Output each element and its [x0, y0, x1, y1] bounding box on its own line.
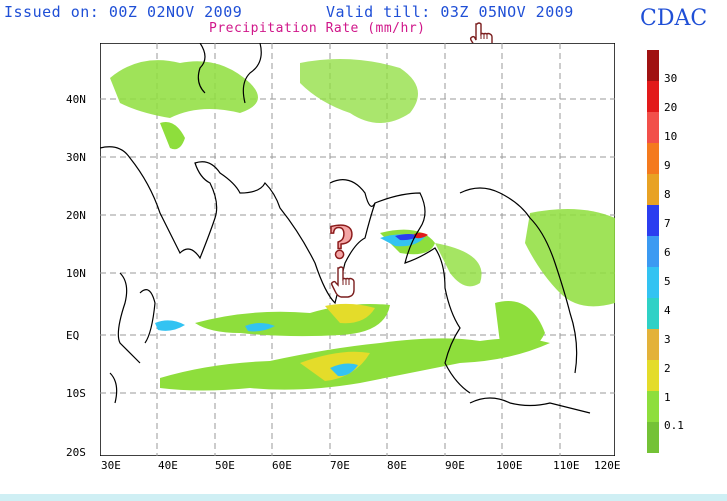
map-subtitle: Precipitation Rate (mm/hr) [209, 21, 426, 36]
colorbar-swatch [647, 422, 659, 453]
colorbar-swatch [647, 236, 659, 267]
precipitation-map [100, 43, 615, 456]
lon-label-110e: 110E [553, 459, 580, 472]
svg-text:?: ? [328, 218, 354, 269]
lon-label-70e: 70E [330, 459, 350, 472]
colorbar-label-20: 20 [664, 101, 678, 114]
colorbar-swatch [647, 143, 659, 174]
colorbar-swatch [647, 267, 659, 298]
colorbar-swatch [647, 174, 659, 205]
hand-pointer-icon[interactable] [330, 266, 358, 300]
lon-label-40e: 40E [158, 459, 178, 472]
colorbar-label-2: 2 [664, 362, 671, 375]
colorbar-swatch [647, 112, 659, 143]
colorbar-swatch [647, 81, 659, 112]
cdac-logo: CDAC [640, 6, 708, 31]
lat-label-eq: EQ [66, 329, 80, 342]
colorbar-label-0-1: 0.1 [664, 419, 684, 432]
lat-label-10n: 10N [66, 267, 86, 280]
colorbar-swatch [647, 391, 659, 422]
lon-label-90e: 90E [445, 459, 465, 472]
colorbar-swatch [647, 298, 659, 329]
colorbar-label-1: 1 [664, 391, 671, 404]
colorbar-swatch [647, 329, 659, 360]
colorbar-label-10: 10 [664, 130, 678, 143]
lon-label-30e: 30E [101, 459, 121, 472]
colorbar-swatch [647, 360, 659, 391]
colorbar-label-8: 8 [664, 188, 671, 201]
lon-label-120e: 120E [594, 459, 621, 472]
lon-label-80e: 80E [387, 459, 407, 472]
lon-label-60e: 60E [272, 459, 292, 472]
lon-label-100e: 100E [496, 459, 523, 472]
colorbar-label-9: 9 [664, 159, 671, 172]
colorbar-label-30: 30 [664, 72, 678, 85]
valid-till-label: Valid till: 03Z 05NOV 2009 [326, 3, 574, 21]
colorbar-swatch [647, 50, 659, 81]
lon-label-50e: 50E [215, 459, 235, 472]
colorbar-label-5: 5 [664, 275, 671, 288]
lat-label-20s: 20S [66, 446, 86, 459]
colorbar-swatch [647, 205, 659, 236]
issued-on-label: Issued on: 00Z 02NOV 2009 [4, 3, 243, 21]
lat-label-10s: 10S [66, 387, 86, 400]
precipitation-field [110, 59, 615, 391]
colorbar-label-6: 6 [664, 246, 671, 259]
colorbar-label-3: 3 [664, 333, 671, 346]
footer-strip [0, 494, 727, 501]
coastline [100, 43, 591, 414]
colorbar-label-4: 4 [664, 304, 671, 317]
lat-label-20n: 20N [66, 209, 86, 222]
lat-label-40n: 40N [66, 93, 86, 106]
question-mark-icon[interactable]: ? [322, 218, 360, 270]
lat-label-30n: 30N [66, 151, 86, 164]
colorbar [647, 50, 659, 453]
colorbar-label-7: 7 [664, 217, 671, 230]
